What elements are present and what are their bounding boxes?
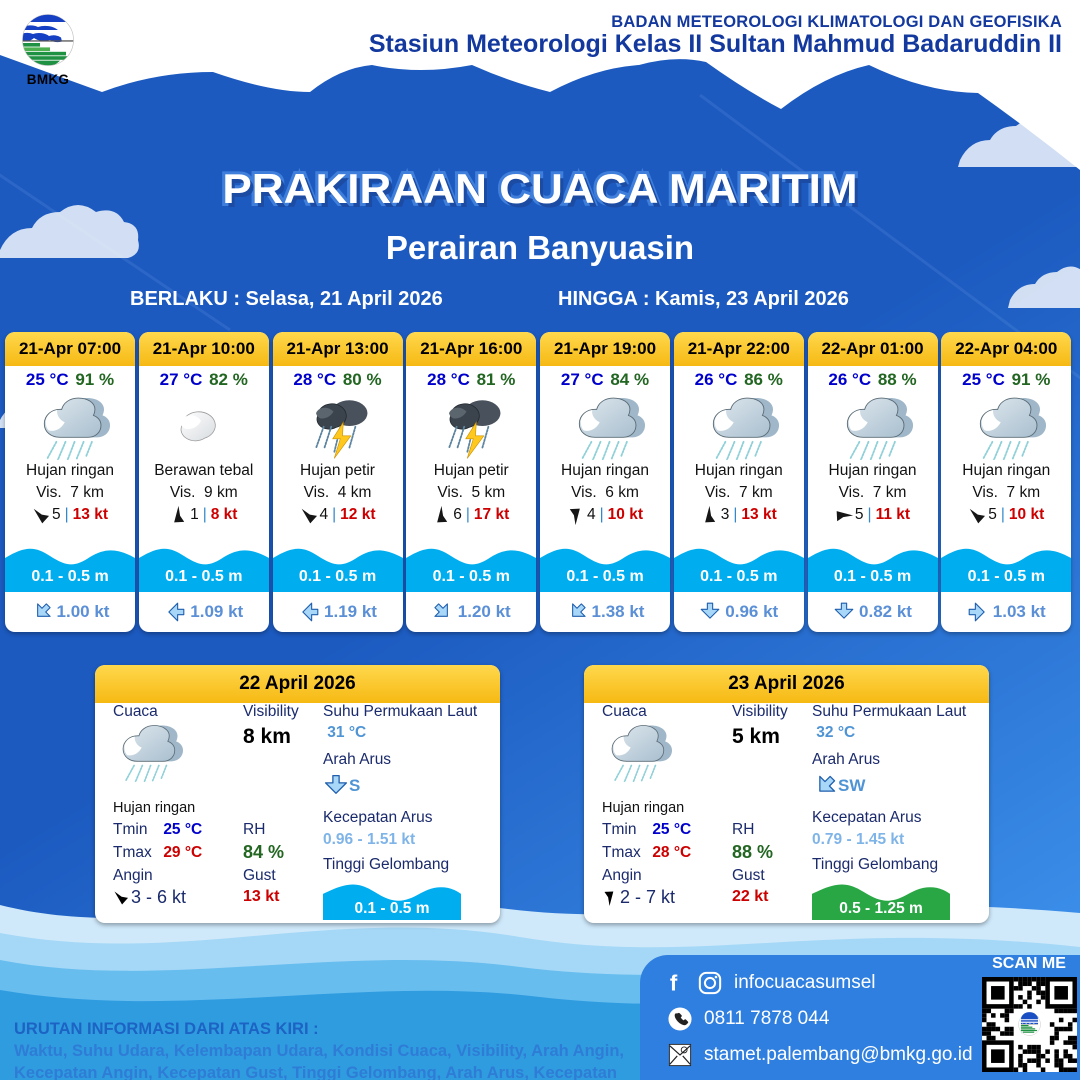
- svg-text:f: f: [670, 971, 678, 995]
